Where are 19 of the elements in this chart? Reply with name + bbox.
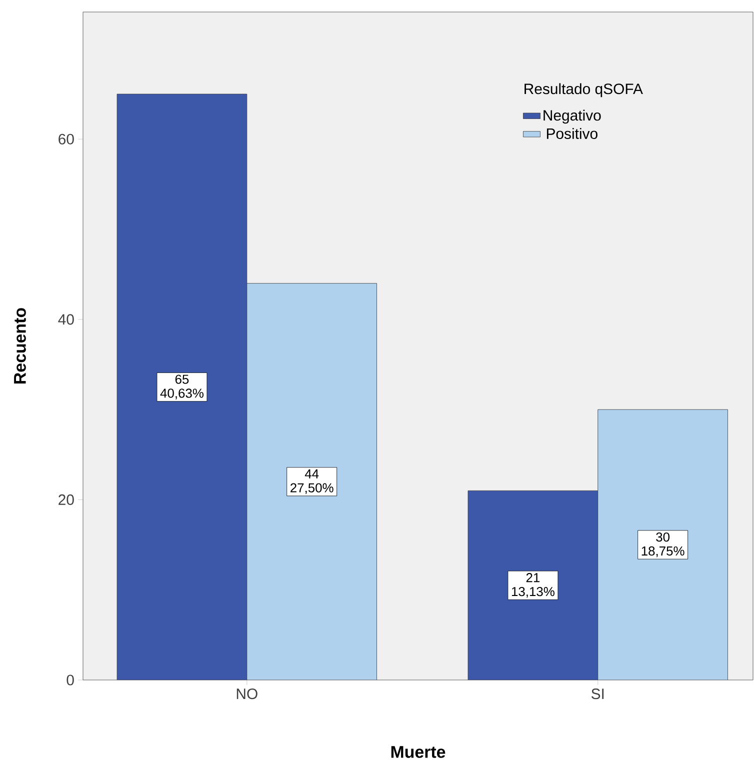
y-tick-label: 60 — [58, 134, 74, 144]
data-label: 65 40,63% — [160, 374, 204, 400]
y-axis-title: Recuento — [14, 308, 26, 384]
x-axis-title: Muerte — [391, 746, 446, 758]
bar — [468, 490, 598, 680]
data-label: 30 18,75% — [642, 532, 684, 558]
data-label: 44 27,50% — [290, 469, 334, 494]
legend-label: Positivo — [546, 128, 598, 139]
x-tick-label: SI — [591, 688, 604, 700]
y-tick-label: 0 — [66, 674, 74, 686]
data-label: 21 13,13% — [512, 573, 554, 598]
bar — [116, 94, 248, 680]
legend-label: Negativo — [544, 110, 601, 124]
y-tick-label: 20 — [58, 494, 74, 505]
bar — [246, 283, 377, 680]
y-tick-label: 40 — [58, 314, 74, 325]
legend-title: Resultado qSOFA — [524, 83, 643, 98]
x-tick-label: NO — [236, 688, 258, 700]
bar — [598, 409, 728, 680]
